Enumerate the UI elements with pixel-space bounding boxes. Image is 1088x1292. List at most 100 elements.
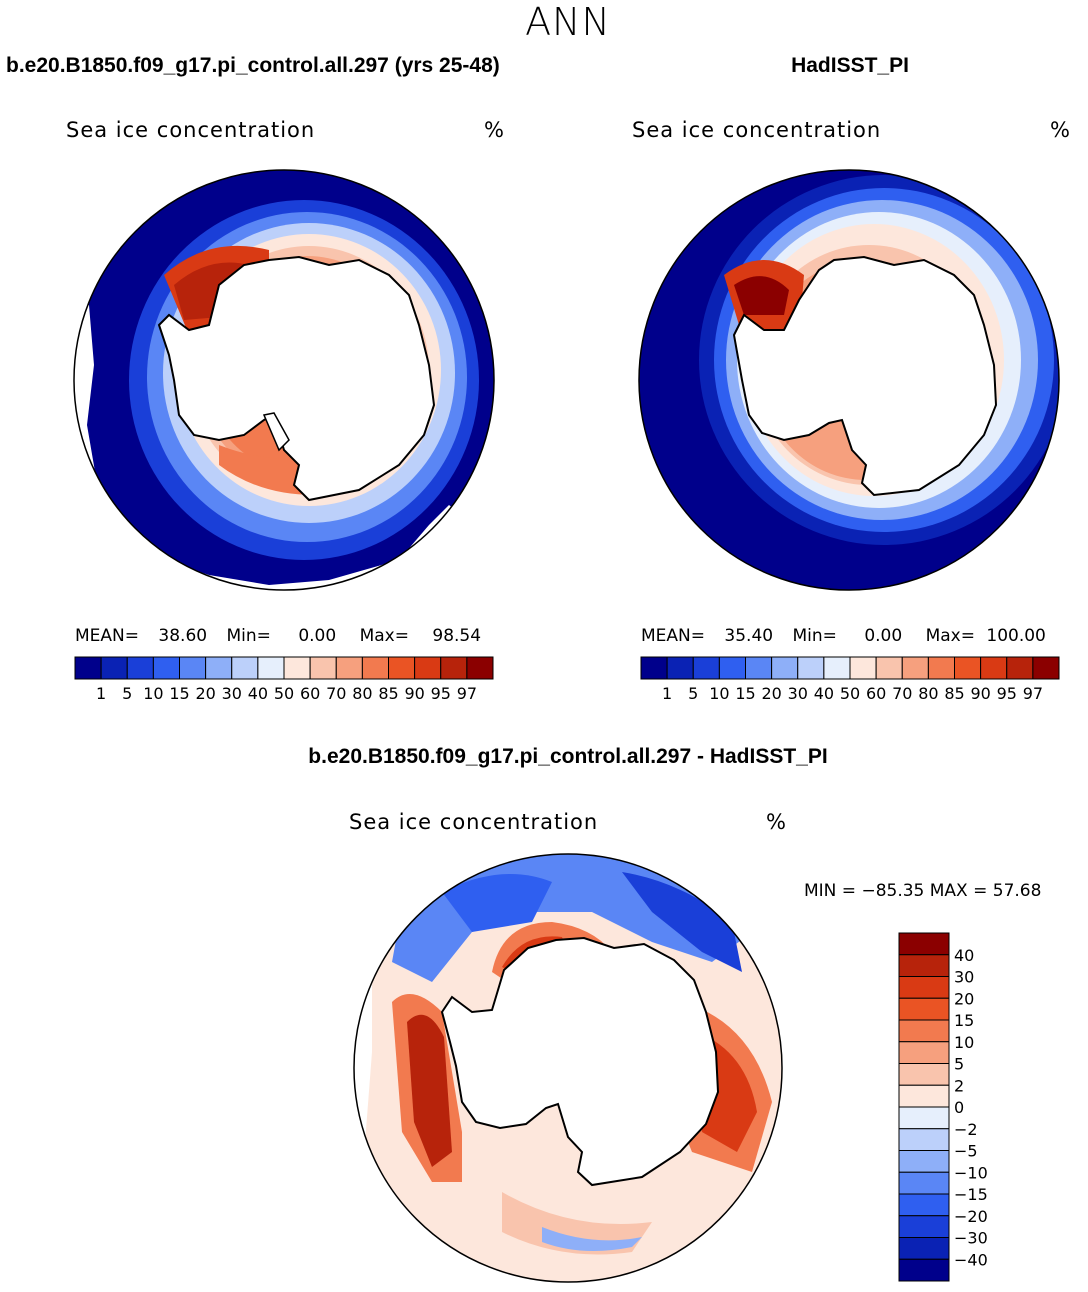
diff-colorbar-tick-label: 10 xyxy=(954,1033,974,1052)
diff-minmax: MIN = −85.35 MAX = 57.68 xyxy=(804,881,1042,901)
panel1-colorbar-swatch xyxy=(257,656,285,680)
panel1-min-label: Min= xyxy=(226,626,271,646)
panel1-colorbar-tick-label: 80 xyxy=(352,684,372,703)
diff-colorbar-tick-label: −2 xyxy=(954,1120,978,1139)
panel2-colorbar: 1 5 10 15 20 30 40 50 60 70 80 85 90 95 97 xyxy=(640,656,1060,703)
panel2-colorbar-tick-label: 50 xyxy=(840,684,860,703)
panel1-stats: MEAN= 38.60 Min= 0.00 Max= 98.54 xyxy=(75,626,481,646)
diff-colorbar-swatch xyxy=(898,1041,950,1064)
panel1-colorbar-swatch xyxy=(414,656,442,680)
diff-colorbar-tick-label: −20 xyxy=(954,1207,988,1226)
panel1-min-value: 0.00 xyxy=(298,626,337,646)
panel2-colorbar-tick-label: 15 xyxy=(735,684,755,703)
panel1-colorbar-swatch xyxy=(231,656,259,680)
panel1-mean-label: MEAN= xyxy=(75,626,139,646)
diff-colorbar-swatch xyxy=(898,997,950,1021)
panel1-colorbar-tick-label: 1 xyxy=(96,684,106,703)
diff-colorbar-swatch xyxy=(898,1019,950,1043)
panel1-colorbar-swatch xyxy=(466,656,494,680)
panel2-max-value: 100.00 xyxy=(986,626,1046,646)
panel2-variable-label: Sea ice concentration xyxy=(632,118,882,142)
diff-colorbar-swatch xyxy=(898,1106,950,1130)
panel2-colorbar-swatch xyxy=(954,656,982,680)
panel1-colorbar-tick-label: 95 xyxy=(431,684,451,703)
panel1-colorbar-swatch xyxy=(309,656,337,680)
panel2-colorbar-swatch xyxy=(692,656,720,680)
panel1-colorbar-tick-label: 60 xyxy=(300,684,320,703)
diff-colorbar-tick-label: 5 xyxy=(954,1055,964,1074)
panel1-max-value: 98.54 xyxy=(432,626,482,646)
panel2-colorbar-tick-label: 5 xyxy=(688,684,698,703)
diff-map xyxy=(353,853,783,1283)
panel1-colorbar-swatch xyxy=(283,656,311,680)
diff-colorbar-tick-label: 0 xyxy=(954,1098,964,1117)
diff-colorbar-swatch xyxy=(898,932,950,956)
diff-colorbar-swatch xyxy=(898,1150,950,1173)
panel2-antarctica-land xyxy=(732,255,998,497)
panel1-mean-value: 38.60 xyxy=(158,626,208,646)
panel1-colorbar-tick-label: 85 xyxy=(378,684,398,703)
panel1-colorbar-tick-label: 10 xyxy=(143,684,163,703)
panel2-colorbar-swatch xyxy=(901,656,929,680)
panel1-colorbar-swatch xyxy=(388,656,416,680)
panel2-colorbar-swatch xyxy=(771,656,799,680)
diff-antarctica-land xyxy=(440,936,720,1187)
panel2-mean-value: 35.40 xyxy=(724,626,774,646)
diff-colorbar-tick-label: 30 xyxy=(954,968,974,987)
panel2-colorbar-swatch xyxy=(640,656,668,680)
panel2-colorbar-tick-label: 90 xyxy=(970,684,990,703)
panel1-colorbar-tick-label: 70 xyxy=(326,684,346,703)
panel1-colorbar-swatch xyxy=(152,656,180,680)
panel1-colorbar-swatch xyxy=(440,656,468,680)
panel2-colorbar-tick-label: 20 xyxy=(761,684,781,703)
panel2-colorbar-swatch xyxy=(797,656,825,680)
panel2-case-title: HadISST_PI xyxy=(791,54,909,77)
diff-colorbar-tick-label: −40 xyxy=(954,1250,988,1269)
panel1-colorbar-swatch xyxy=(361,656,389,680)
panel1-colorbar-tick-label: 30 xyxy=(222,684,242,703)
panel1-map xyxy=(73,169,495,591)
diff-colorbar-tick-label: 40 xyxy=(954,946,974,965)
panel2-colorbar-swatch xyxy=(927,656,955,680)
diff-colorbar-swatch xyxy=(898,1258,950,1282)
panel2-colorbar-swatch xyxy=(849,656,877,680)
panel2-colorbar-tick-label: 1 xyxy=(662,684,672,703)
panel2-stats: MEAN= 35.40 Min= 0.00 Max= 100.00 xyxy=(641,626,1046,646)
panel2-min-value: 0.00 xyxy=(864,626,903,646)
diff-colorbar-tick-label: 20 xyxy=(954,989,974,1008)
diff-colorbar-swatch xyxy=(898,954,950,977)
diff-colorbar-swatch xyxy=(898,1128,950,1151)
panel1-colorbar-tick-label: 50 xyxy=(274,684,294,703)
panel2-colorbar-swatch xyxy=(1006,656,1034,680)
diff-colorbar-swatch xyxy=(898,1215,950,1238)
panel2-min-label: Min= xyxy=(792,626,837,646)
panel2-colorbar-swatch xyxy=(875,656,903,680)
panel1-variable-label: Sea ice concentration xyxy=(66,118,316,142)
diff-colorbar-swatch xyxy=(898,1237,950,1260)
diff-colorbar-swatch xyxy=(898,1171,950,1195)
panel1-units-label: % xyxy=(484,118,504,142)
panel1-colorbar-swatch xyxy=(335,656,363,680)
panel1-colorbar-swatch xyxy=(205,656,233,680)
panel2-colorbar-tick-label: 80 xyxy=(918,684,938,703)
panel2-colorbar-swatch xyxy=(718,656,746,680)
panel1-colorbar-tick-label: 5 xyxy=(122,684,132,703)
panel2-map xyxy=(638,169,1060,591)
panel1-max-label: Max= xyxy=(359,626,409,646)
panel1-case-title: b.e20.B1850.f09_g17.pi_control.all.297 (… xyxy=(6,54,500,77)
panel2-max-label: Max= xyxy=(925,626,975,646)
panel1-colorbar-swatch xyxy=(100,656,128,680)
panel1-colorbar-tick-label: 97 xyxy=(457,684,477,703)
panel1-colorbar-tick-label: 90 xyxy=(404,684,424,703)
diff-colorbar-tick-label: −5 xyxy=(954,1142,978,1161)
panel2-colorbar-swatch xyxy=(1032,656,1060,680)
diff-colorbar-tick-label: −15 xyxy=(954,1185,988,1204)
panel2-colorbar-tick-label: 10 xyxy=(709,684,729,703)
diff-colorbar-tick-label: 15 xyxy=(954,1011,974,1030)
panel1-colorbar-swatch xyxy=(126,656,154,680)
panel2-colorbar-tick-label: 60 xyxy=(866,684,886,703)
panel2-colorbar-tick-label: 97 xyxy=(1023,684,1043,703)
diff-colorbar-swatch xyxy=(898,1193,950,1217)
diff-units-label: % xyxy=(766,810,786,834)
